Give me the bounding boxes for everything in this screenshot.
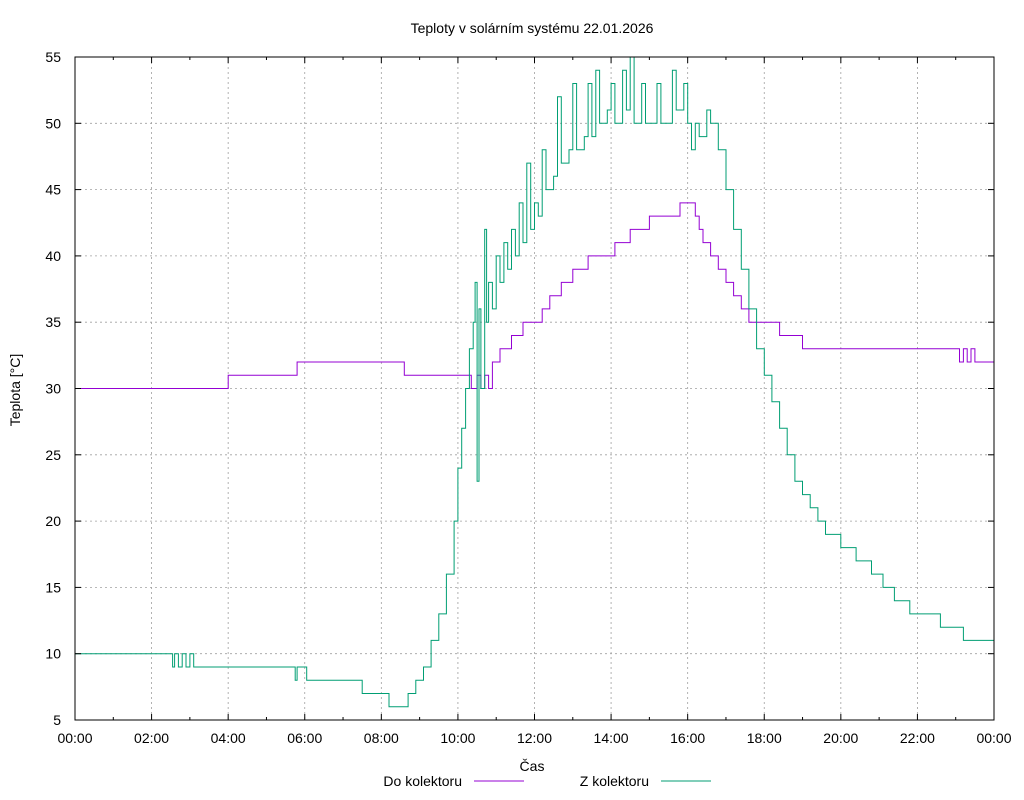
x-tick-label: 00:00 — [976, 730, 1011, 746]
y-axis: 5 10 15 20 25 30 35 40 45 50 55 — [45, 49, 994, 728]
legend: Do kolektoru Z kolektoru — [383, 773, 711, 789]
x-tick-label: 22:00 — [900, 730, 935, 746]
y-tick-label: 15 — [45, 579, 61, 595]
x-tick-label: 02:00 — [134, 730, 169, 746]
y-tick-label: 35 — [45, 314, 61, 330]
x-tick-label: 18:00 — [747, 730, 782, 746]
x-axis-label: Čas — [520, 758, 545, 774]
x-tick-label: 00:00 — [57, 730, 92, 746]
x-tick-label: 16:00 — [670, 730, 705, 746]
x-tick-label: 14:00 — [594, 730, 629, 746]
y-tick-label: 5 — [53, 712, 61, 728]
y-tick-label: 25 — [45, 447, 61, 463]
legend-label-z-kolektoru: Z kolektoru — [580, 773, 649, 789]
legend-label-do-kolektoru: Do kolektoru — [383, 773, 462, 789]
x-tick-label: 20:00 — [823, 730, 858, 746]
y-tick-label: 55 — [45, 49, 61, 65]
x-tick-label: 12:00 — [517, 730, 552, 746]
series-line-z-kolektoru — [75, 56, 995, 708]
x-tick-label: 10:00 — [440, 730, 475, 746]
y-tick-label: 10 — [45, 646, 61, 662]
y-tick-label: 50 — [45, 115, 61, 131]
x-tick-label: 08:00 — [364, 730, 399, 746]
x-tick-label: 04:00 — [211, 730, 246, 746]
y-axis-label: Teplota [°C] — [7, 354, 23, 427]
x-tick-label: 06:00 — [287, 730, 322, 746]
y-tick-label: 45 — [45, 182, 61, 198]
y-tick-label: 40 — [45, 248, 61, 264]
series-line-do-kolektoru — [75, 202, 994, 389]
chart-title: Teploty v solárním systému 22.01.2026 — [411, 20, 654, 36]
y-tick-label: 20 — [45, 513, 61, 529]
y-tick-label: 30 — [45, 381, 61, 397]
x-axis: 00:00 02:00 04:00 06:00 08:00 10:00 12:00 14:00… — [57, 57, 1012, 746]
series-layer — [75, 56, 995, 708]
